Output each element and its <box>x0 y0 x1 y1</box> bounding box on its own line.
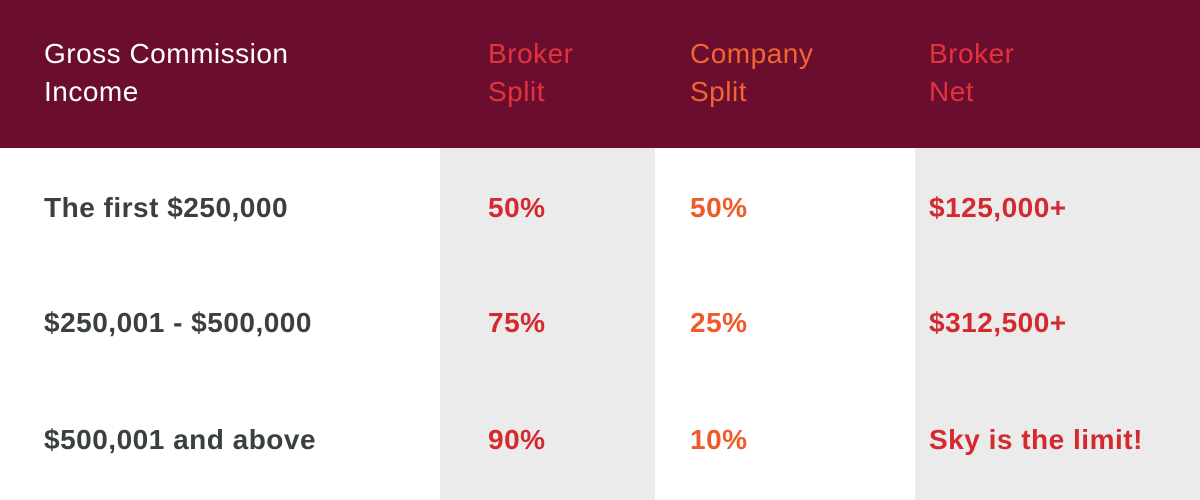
table-cell: Sky is the limit! <box>929 424 1143 455</box>
table-cell: $312,500+ <box>929 307 1067 338</box>
column-header: Company Split <box>690 38 814 107</box>
row-label: The first $250,000 <box>44 192 289 223</box>
row-label: $500,001 and above <box>44 424 317 455</box>
column-background <box>915 148 1200 500</box>
table-cell: 75% <box>488 307 546 338</box>
header-band <box>0 0 1200 148</box>
table-cell: 90% <box>488 424 546 455</box>
table-cell: 50% <box>690 192 748 223</box>
table-cell: $125,000+ <box>929 192 1067 223</box>
table-cell: 25% <box>690 307 748 338</box>
column-header: Broker Split <box>488 38 574 107</box>
column-header: Broker Net <box>929 38 1015 107</box>
column-header: Gross Commission Income <box>44 38 289 107</box>
column-background <box>440 148 655 500</box>
table-cell: 50% <box>488 192 546 223</box>
table-cell: 10% <box>690 424 748 455</box>
row-label: $250,001 - $500,000 <box>44 307 312 338</box>
